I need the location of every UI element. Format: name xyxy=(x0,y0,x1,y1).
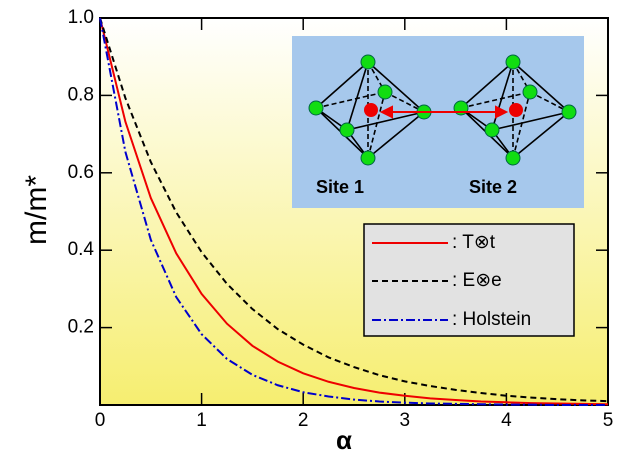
site-label: Site 1 xyxy=(316,177,364,197)
y-tick-label: 0.4 xyxy=(68,239,95,260)
inset: Site 1 Site 2 xyxy=(292,36,584,208)
line-series xyxy=(99,17,609,403)
x-tick-label: 2 xyxy=(298,410,309,431)
site-label: Site 2 xyxy=(469,177,517,197)
y-axis-label: m/m* xyxy=(20,175,53,245)
x-tick-label: 5 xyxy=(603,410,614,431)
x-axis-label: α xyxy=(336,425,352,455)
x-tick-label: 3 xyxy=(400,410,411,431)
line-series xyxy=(99,17,608,406)
legend-label: : E⊗e xyxy=(452,270,502,291)
y-tick-label: 1.0 xyxy=(68,7,94,28)
y-tick-label: 0.6 xyxy=(68,162,94,183)
legend-label: : Holstein xyxy=(452,309,531,330)
x-tick-label: 4 xyxy=(501,410,512,431)
legend-label: : T⊗t xyxy=(452,232,496,253)
hop-arrow xyxy=(379,105,509,119)
inset-background xyxy=(292,36,584,208)
line-series xyxy=(99,17,609,406)
x-tick-label: 0 xyxy=(95,410,106,431)
y-tick-label: 0.8 xyxy=(68,84,94,105)
y-tick-label: 0.2 xyxy=(68,317,94,338)
x-tick-label: 1 xyxy=(196,410,207,431)
octahedron xyxy=(308,54,432,166)
